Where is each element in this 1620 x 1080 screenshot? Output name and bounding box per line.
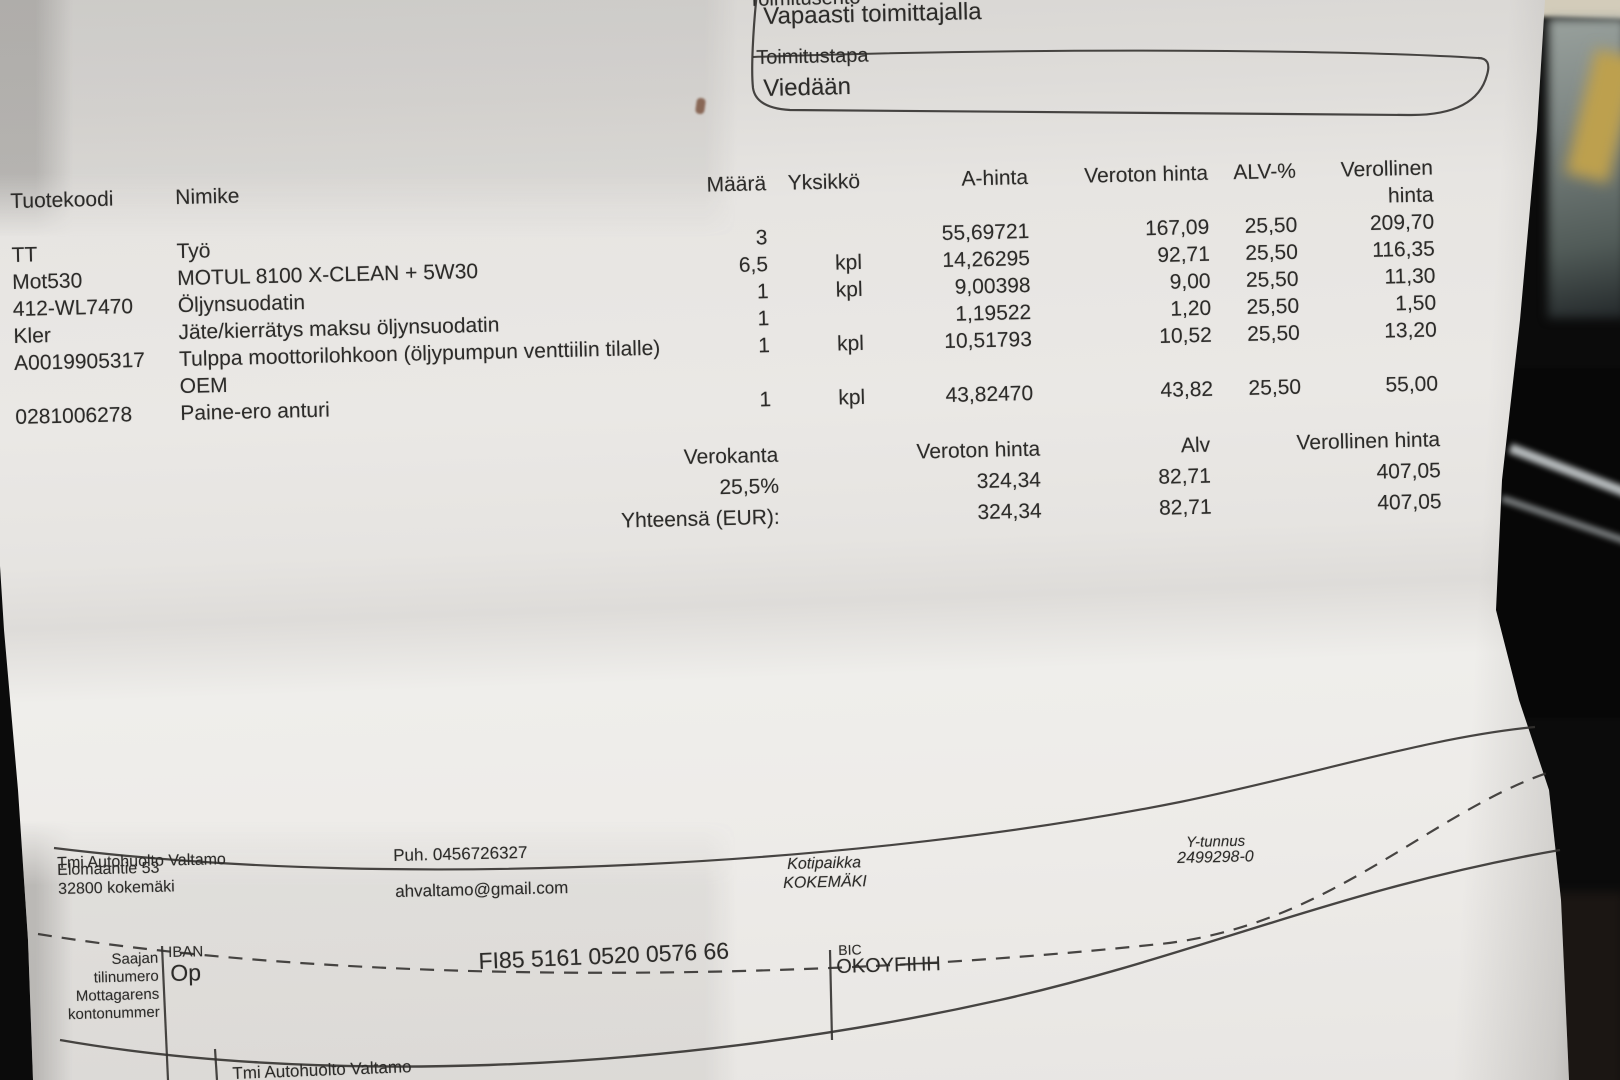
item-unit-price: 43,82470	[945, 381, 1034, 408]
item-qty: 1	[756, 280, 769, 304]
vat-total-label: Alv	[1180, 433, 1211, 458]
item-unit-price: 1,19522	[955, 300, 1032, 326]
net-by-rate: 324,34	[976, 468, 1042, 494]
col-header-qty: Määrä	[706, 172, 767, 197]
delivery-method-value: Viedään	[763, 73, 852, 102]
delivery-terms-value: Vapaasti toimittajalla	[763, 0, 982, 30]
item-vat: 25,50	[1246, 321, 1301, 346]
item-gross: 209,70	[1369, 210, 1435, 235]
col-header-unit-price: A-hinta	[961, 166, 1029, 191]
item-code: 412-WL7470	[12, 295, 134, 321]
bank-name: Op	[170, 959, 202, 986]
item-qty: 1	[759, 388, 772, 412]
col-header-code: Tuotekoodi	[10, 187, 114, 213]
iban-label: IBAN	[168, 943, 204, 961]
item-unit-price: 14,26295	[942, 246, 1031, 273]
vat-by-rate: 82,71	[1158, 464, 1212, 489]
item-vat: 25,50	[1244, 213, 1298, 238]
delivery-method-label: Toimitustapa	[756, 44, 869, 69]
item-unit	[769, 222, 870, 251]
item-net: 10,52	[1158, 323, 1213, 348]
item-unit: kpl	[835, 277, 863, 302]
item-gross: 1,50	[1394, 291, 1437, 316]
col-header-net: Veroton hinta	[1083, 161, 1209, 188]
item-gross: 11,30	[1384, 264, 1436, 289]
vat-grand-total: 82,71	[1158, 495, 1212, 520]
item-unit-price: 9,00398	[954, 273, 1031, 299]
item-qty: 1	[757, 334, 771, 358]
item-net: 9,00	[1169, 269, 1211, 294]
item-net: 1,20	[1170, 296, 1212, 321]
item-gross: 116,35	[1371, 237, 1436, 262]
background-black-object	[1492, 368, 1620, 718]
net-total-label: Veroton hinta	[916, 437, 1041, 464]
item-vat: 25,50	[1246, 294, 1300, 319]
col-header-unit: Yksikkö	[787, 169, 861, 195]
item-unit: kpl	[836, 331, 865, 356]
item-net: 43,82	[1160, 377, 1214, 402]
payee-account-label: Saajan tilinumero Mottagarens kontonumme…	[40, 950, 160, 1025]
item-code: Kler	[13, 324, 52, 348]
gross-grand-total: 407,05	[1377, 490, 1442, 515]
gross-by-rate: 407,05	[1376, 459, 1442, 484]
item-vat: 25,50	[1245, 240, 1299, 265]
tax-rate-value: 25,5%	[719, 474, 780, 500]
item-gross: 55,00	[1385, 372, 1439, 397]
item-code: A0019905317	[13, 348, 146, 375]
item-net: 92,71	[1157, 242, 1211, 267]
item-unit: kpl	[834, 250, 863, 275]
item-qty: 6,5	[738, 253, 769, 277]
company-address-city: 32800 kokemäki	[58, 878, 175, 898]
item-gross: 13,20	[1383, 318, 1438, 343]
company-address-street: Elomaantie 53	[57, 859, 160, 879]
item-qty: 3	[755, 226, 768, 250]
item-vat: 25,50	[1248, 375, 1302, 400]
item-vat: 25,50	[1245, 267, 1299, 292]
col-header-gross: Verollinen hinta	[1340, 156, 1434, 208]
tax-rate-label: Verokanta	[683, 443, 779, 469]
item-code: 0281006278	[15, 403, 133, 429]
bic-value: OKOYFIHH	[836, 953, 942, 978]
item-unit: kpl	[838, 385, 866, 410]
item-unit-price: 10,51793	[944, 327, 1033, 354]
grand-total-label: Yhteensä (EUR):	[620, 505, 780, 533]
gross-total-label: Verollinen hinta	[1296, 428, 1441, 455]
domicile-value: KOKEMÄKI	[783, 873, 867, 892]
item-qty: 1	[757, 307, 770, 331]
item-code: Mot530	[11, 269, 83, 294]
item-code: TT	[11, 243, 38, 267]
company-phone: Puh. 0456726327	[393, 842, 528, 865]
invoice-items-table: Tuotekoodi Nimike Määrä Yksikkö A-hinta …	[10, 154, 1438, 430]
background-beige-strip	[1535, 0, 1620, 20]
item-unit-price: 55,69721	[941, 220, 1030, 246]
item-net: 167,09	[1144, 215, 1210, 241]
business-id-value: 2499298-0	[1177, 848, 1254, 867]
item-unit	[771, 303, 872, 332]
domicile-label: Kotipaikka	[787, 854, 862, 873]
col-header-vat: ALV-%	[1233, 159, 1297, 185]
company-email: ahvaltamo@gmail.com	[395, 878, 569, 901]
payee-label-line: kontonummer	[67, 1003, 160, 1024]
